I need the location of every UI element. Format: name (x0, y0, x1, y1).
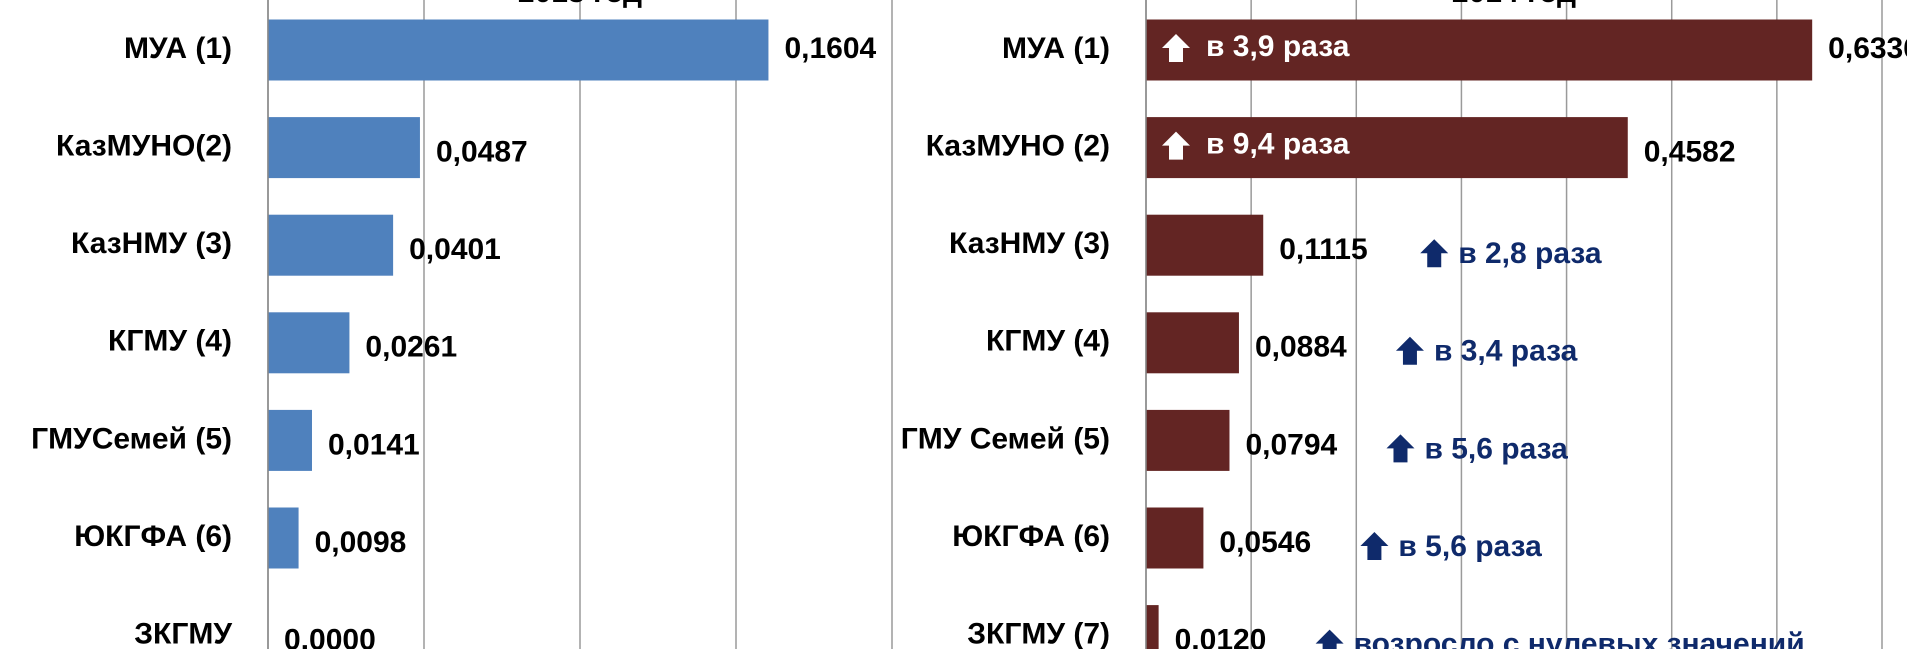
category-label: ГМУ Семей (5) (901, 422, 1110, 455)
arrow-icon (1420, 239, 1449, 268)
bar (1146, 19, 1813, 81)
annotation: в 3,4 раза (1395, 335, 1578, 368)
annotation-text: в 5,6 раза (1398, 530, 1542, 563)
arrow-icon (1395, 336, 1424, 365)
category-label: ЗКГМУ (134, 618, 232, 649)
category-label: МУА (1) (124, 32, 232, 65)
value-label: 0,0098 (315, 526, 407, 559)
annotation: в 5,6 раза (1360, 530, 1542, 563)
arrow-icon (1162, 131, 1190, 160)
bar (268, 19, 769, 81)
value-label: 0,0000 (284, 624, 376, 649)
bar (268, 409, 312, 471)
arrow-icon (1162, 34, 1190, 62)
category-label: КГМУ (4) (986, 325, 1110, 358)
annotation-text: в 3,4 раза (1434, 335, 1578, 368)
value-label: 0,0546 (1219, 526, 1311, 559)
arrow-icon (1360, 532, 1389, 560)
value-label: 0,0884 (1255, 331, 1347, 364)
value-label: 0,0120 (1175, 624, 1267, 649)
arrow-icon (1315, 629, 1344, 654)
category-label: ЗКГМУ (7) (967, 618, 1110, 649)
value-label: 0,0261 (365, 331, 457, 364)
annotation-text: в 3,9 раза (1206, 30, 1350, 63)
bar (1146, 117, 1628, 179)
category-label: КазНМУ (3) (949, 227, 1110, 260)
annotation-text: в 2,8 раза (1458, 237, 1602, 270)
bar (1146, 605, 1159, 654)
value-label: 0,6336 (1828, 32, 1907, 65)
bar (268, 507, 299, 569)
annotation-text: возросло с нулевых значений (1354, 628, 1805, 649)
category-label: МУА (1) (1002, 32, 1110, 65)
bar (268, 312, 350, 374)
annotation: возросло с нулевых значений (1315, 628, 1805, 654)
category-label: КазМУНО(2) (56, 130, 232, 163)
bar (1146, 507, 1204, 569)
annotation: в 2,8 раза (1420, 237, 1602, 270)
category-label: КГМУ (4) (108, 325, 232, 358)
annotation: в 9,4 раза (1162, 128, 1350, 161)
category-label: КазНМУ (3) (71, 227, 232, 260)
chart-title: 2014 год (1452, 0, 1576, 9)
annotation: в 3,9 раза (1162, 30, 1350, 63)
category-label: КазМУНО (2) (926, 130, 1110, 163)
annotation-text: в 5,6 раза (1424, 432, 1568, 465)
annotation: в 5,6 раза (1386, 432, 1568, 465)
value-label: 0,0141 (328, 428, 420, 461)
bar (268, 117, 420, 179)
arrow-icon (1386, 434, 1415, 463)
category-label: ЮКГФА (6) (952, 520, 1110, 553)
value-label: 0,1115 (1279, 233, 1367, 266)
bar (1146, 214, 1264, 276)
value-label: 0,0401 (409, 233, 501, 266)
bar (268, 214, 394, 276)
value-label: 0,1604 (784, 32, 876, 65)
bar (1146, 409, 1230, 471)
category-label: ГМУСемей (5) (31, 422, 232, 455)
annotation-text: в 9,4 раза (1206, 128, 1350, 161)
category-label: ЮКГФА (6) (74, 520, 232, 553)
chart-title: 2013 год (518, 0, 642, 9)
value-label: 0,0487 (436, 136, 528, 169)
bar (1146, 312, 1239, 374)
value-label: 0,4582 (1644, 136, 1736, 169)
value-label: 0,0794 (1245, 428, 1337, 461)
